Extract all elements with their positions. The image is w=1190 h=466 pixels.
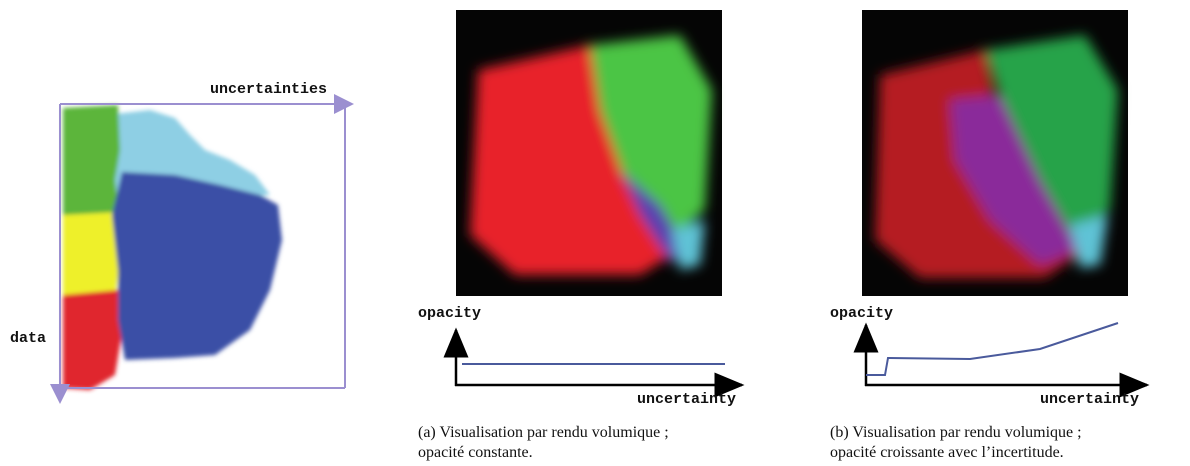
x-axis-label: uncertainty [1040,391,1139,408]
caption-line: opacité croissante avec l’incertitude. [830,444,1064,461]
region-yellow [63,212,120,300]
region-green [63,105,120,222]
caption-line: (a) Visualisation par rendu volumique ; [418,424,669,441]
transfer-function-2d: uncertainties data [10,81,354,404]
caption-line: opacité constante. [418,444,533,461]
y-axis-label: data [10,330,46,347]
opacity-curve [866,322,1119,376]
x-axis-label: uncertainties [210,81,327,98]
caption-line: (b) Visualisation par rendu volumique ; [830,424,1082,441]
y-axis-label: opacity [830,305,893,322]
y-axis-label: opacity [418,305,481,322]
region-red [63,290,125,390]
x-axis-label: uncertainty [637,391,736,408]
region-dark-blue [112,172,282,360]
panel-b: opacity uncertainty (b) Visualisation pa… [830,10,1150,461]
panel-a: opacity uncertainty (a) Visualisation pa… [418,10,745,461]
